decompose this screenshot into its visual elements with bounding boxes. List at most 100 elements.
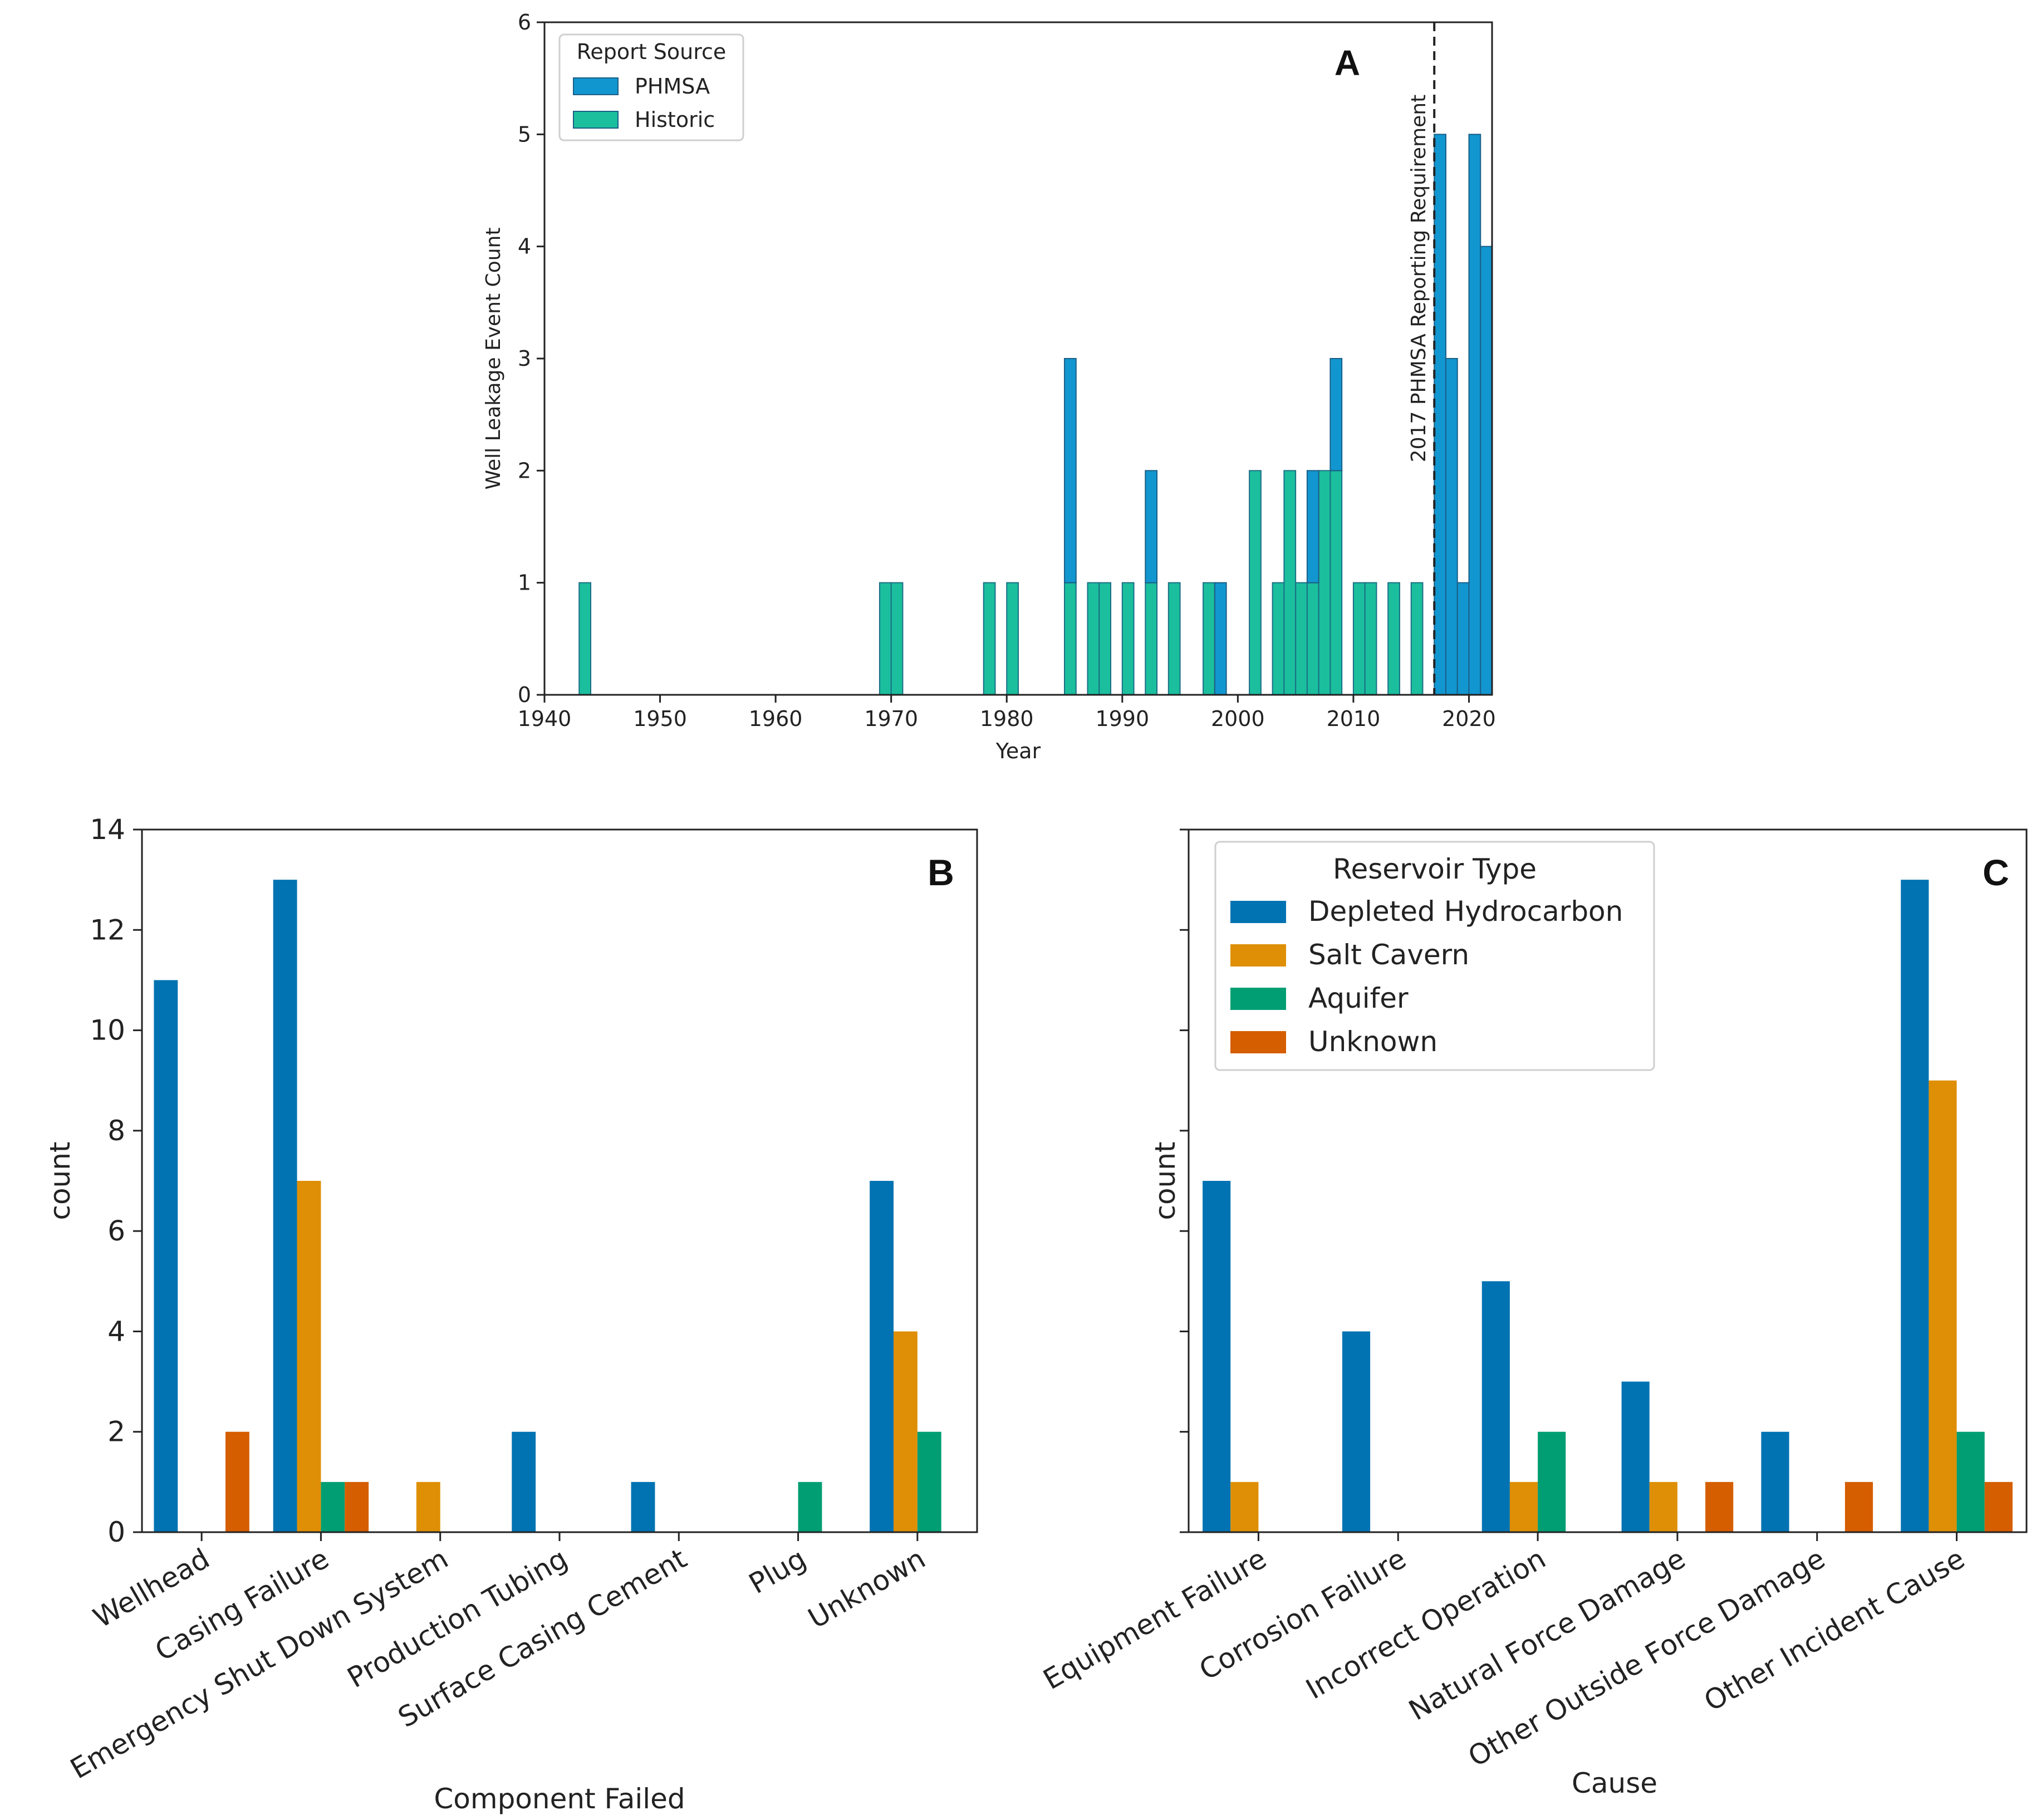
bar-historic-1969 [879,582,892,695]
bar-historic-1992 [1145,582,1158,695]
y-axis-label: count [1149,1141,1181,1220]
x-tick-label: 2000 [1211,707,1265,731]
bar-historic-2007 [1318,470,1331,695]
x-tick-label: 2010 [1327,707,1381,731]
legend-swatch-depleted-hydrocarbon [1230,901,1286,923]
bar-historic-2015 [1410,582,1424,695]
bar-phmsa-2020 [1468,134,1481,696]
bar-historic-1988 [1098,582,1112,695]
legend-label-unknown: Unknown [1308,1026,1437,1058]
bar-historic-1987 [1087,582,1100,695]
bar-historic-1994 [1167,582,1181,695]
bar-production-tubing-depleted-hydrocarbon [512,1431,536,1532]
bar-other-incident-cause-depleted-hydrocarbon [1901,880,1929,1532]
bar-natural-force-damage-unknown [1705,1481,1734,1532]
x-tick-label: 1970 [864,707,918,731]
bar-historic-2005 [1295,582,1308,695]
x-tick-label: 1950 [633,707,687,731]
y-tick-label: 1 [518,571,531,595]
bar-wellhead-depleted-hydrocarbon [154,980,178,1532]
y-tick-label: 0 [518,683,531,707]
bar-unknown-aquifer [917,1431,941,1532]
bar-historic-1978 [983,582,996,695]
reporting-requirement-label: 2017 PHMSA Reporting Requirement [1407,95,1430,462]
bar-phmsa-1985 [1064,358,1077,583]
bar-other-outside-force-damage-unknown [1844,1481,1873,1532]
bar-historic-2013 [1387,582,1400,695]
bar-surface-casing-cement-depleted-hydrocarbon [631,1481,655,1532]
legend-title: Reservoir Type [1333,853,1537,885]
bar-plug-aquifer [798,1481,822,1532]
bar-incorrect-operation-aquifer [1538,1431,1566,1532]
bar-phmsa-1998 [1214,582,1227,695]
x-axis-label: Component Failed [434,1783,685,1815]
y-tick-label: 6 [107,1215,125,1247]
bar-historic-2008 [1329,470,1343,695]
legend-label-historic: Historic [635,107,715,132]
panel-label-a: A [1334,43,1360,83]
bar-casing-failure-unknown [345,1481,369,1532]
legend-box [1214,841,1655,1071]
bar-other-outside-force-damage-depleted-hydrocarbon [1761,1431,1789,1532]
bar-casing-failure-aquifer [321,1481,345,1532]
bar-other-incident-cause-aquifer [1956,1431,1985,1532]
bar-incorrect-operation-salt-cavern [1509,1481,1538,1532]
bar-phmsa-2017 [1434,134,1446,696]
bar-corrosion-failure-depleted-hydrocarbon [1342,1331,1371,1532]
bar-other-incident-cause-unknown [1984,1481,2013,1532]
bar-incorrect-operation-depleted-hydrocarbon [1481,1281,1510,1532]
panel-label-c: C [1983,852,2009,893]
y-tick-label: 0 [107,1516,125,1548]
panel-a: 1940 1950 1960 1970 1980 1990 2000 2010 2020 0 1 2 3… [482,10,1496,763]
bar-historic-1970 [890,582,904,695]
bar-historic-2003 [1272,582,1285,695]
legend: Report Source PHMSA Historic [558,33,744,141]
bar-natural-force-damage-salt-cavern [1649,1481,1677,1532]
y-tick-label: 6 [518,10,531,35]
bar-phmsa-2006 [1306,470,1319,583]
legend-swatch-salt-cavern [1230,944,1286,967]
bar-historic-2010 [1352,582,1366,695]
legend-label-aquifer: Aquifer [1308,982,1409,1014]
legend-title: Report Source [577,40,727,64]
x-tick-label: 1990 [1095,707,1149,731]
legend-swatch-phmsa [573,77,619,95]
x-tick-label: 2020 [1442,707,1496,731]
x-axis-label: Year [995,739,1041,763]
bar-unknown-salt-cavern [894,1331,918,1532]
bar-historic-2011 [1364,582,1377,695]
legend-swatch-aquifer [1230,988,1286,1010]
panel-label-b: B [928,852,954,893]
bar-emergency-shut-down-system-salt-cavern [416,1481,440,1532]
x-tick-label: 1940 [518,707,572,731]
bar-phmsa-2021 [1480,246,1493,695]
bar-casing-failure-depleted-hydrocarbon [273,880,297,1532]
bar-equipment-failure-depleted-hydrocarbon [1203,1181,1231,1532]
y-axis-label: count [44,1141,76,1220]
bar-historic-1980 [1006,582,1019,695]
x-axis-label: Cause [1572,1767,1657,1799]
bar-phmsa-2008 [1329,358,1343,472]
y-tick-label: 4 [518,234,531,259]
bar-historic-2006 [1306,582,1319,695]
legend-label-phmsa: PHMSA [635,74,710,99]
bar-unknown-depleted-hydrocarbon [870,1181,894,1532]
y-tick-label: 2 [518,458,531,483]
legend-swatch-historic [573,111,619,129]
bar-historic-2004 [1283,470,1297,695]
y-axis-label: Well Leakage Event Count [482,228,505,490]
bar-historic-2001 [1249,470,1262,695]
y-tick-label: 14 [90,813,125,846]
bar-historic-1997 [1203,582,1215,695]
bar-phmsa-2018 [1445,358,1458,695]
axes-frame [141,828,978,1533]
bar-phmsa-2019 [1456,582,1470,695]
bar-phmsa-1992 [1145,470,1158,583]
y-tick-label: 10 [90,1014,125,1047]
bar-natural-force-damage-depleted-hydrocarbon [1621,1381,1650,1532]
legend-label-depleted-hydrocarbon: Depleted Hydrocarbon [1308,895,1623,928]
bar-casing-failure-salt-cavern [297,1181,321,1532]
legend-swatch-unknown [1230,1031,1286,1053]
bar-historic-1990 [1121,582,1135,695]
y-tick-label: 8 [107,1115,125,1147]
